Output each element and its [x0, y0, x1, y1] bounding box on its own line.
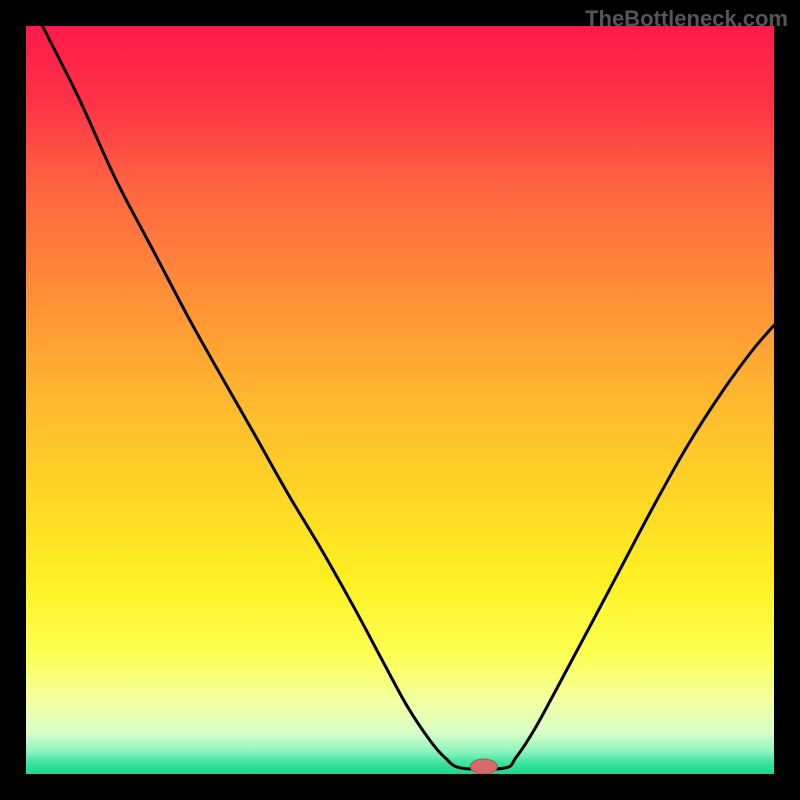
- watermark-text: TheBottleneck.com: [585, 6, 788, 32]
- bottleneck-chart-svg: [26, 26, 774, 774]
- chart-container: TheBottleneck.com: [0, 0, 800, 800]
- gradient-background: [26, 26, 774, 774]
- plot-area: [26, 26, 774, 774]
- optimal-point-marker: [470, 759, 497, 774]
